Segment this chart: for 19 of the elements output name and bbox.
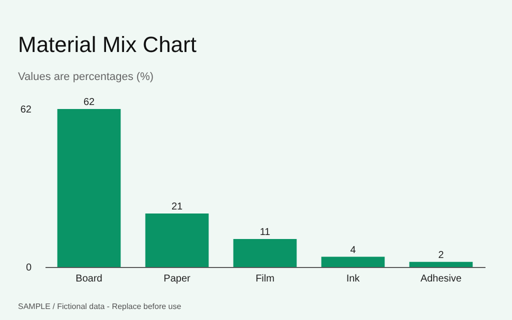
bar [233,238,297,267]
x-tick-label: Adhesive [420,274,462,284]
data-label: 2 [438,250,444,261]
x-tick-label: Ink [346,274,361,284]
chart-title: Material Mix Chart [18,32,196,57]
chart-subtitle: Values are percentages (%) [18,71,154,83]
x-tick-label: Board [76,274,102,284]
data-label: 11 [260,226,271,238]
text: SAMPLE / Fictional data - Replace before use [18,302,182,311]
x-tick-label: Film [256,274,274,284]
data-label: 21 [171,201,183,212]
data-label: 62 [83,97,95,108]
data-label: 4 [350,244,356,256]
bar [321,256,385,267]
x-tick-label: Paper [164,274,192,284]
bar [57,109,121,267]
bar [145,213,209,267]
bar [409,262,473,267]
y-tick-label: 0 [26,262,32,274]
